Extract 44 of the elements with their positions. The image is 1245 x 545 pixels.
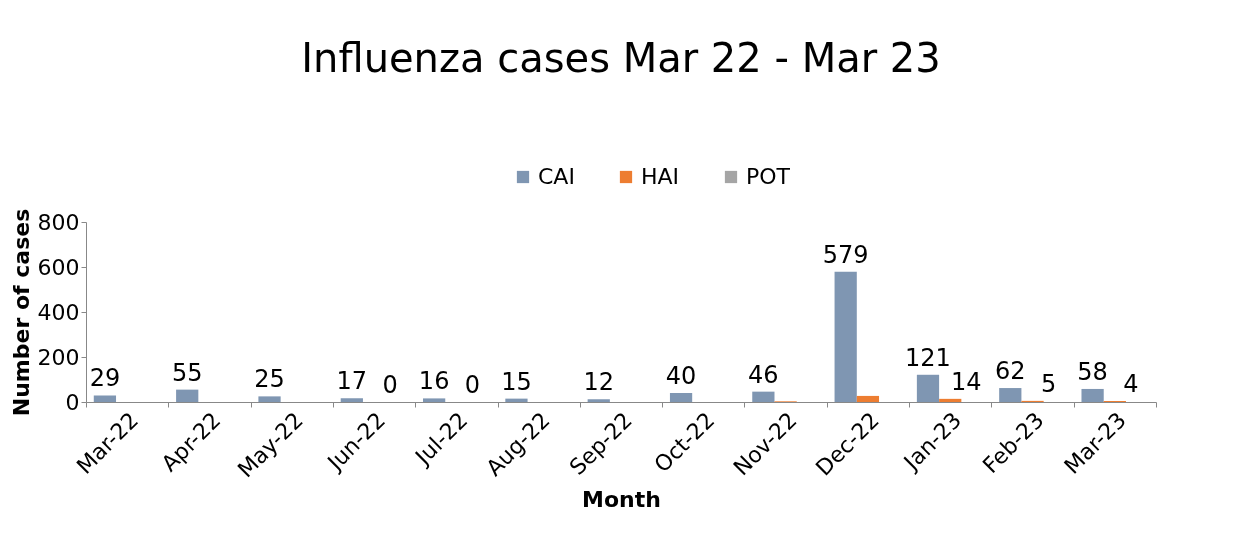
bar (834, 271, 857, 402)
data-label: 16 (418, 367, 450, 396)
data-label: 579 (822, 240, 869, 269)
bar (258, 396, 281, 402)
bar (669, 393, 693, 402)
data-label: 0 (464, 371, 481, 399)
data-label: 29 (89, 364, 121, 393)
data-label: 12 (583, 368, 615, 397)
legend-label: POT (746, 164, 791, 189)
bar (176, 389, 199, 402)
data-label: 121 (905, 343, 951, 372)
legend-label: CAI (538, 164, 575, 189)
data-label: 15 (501, 367, 532, 396)
bar (999, 388, 1022, 402)
legend-label: HAI (641, 164, 680, 189)
bar (505, 398, 528, 402)
data-label: 40 (665, 362, 697, 390)
data-label: 14 (950, 367, 982, 396)
bar (939, 398, 962, 402)
bar (340, 398, 363, 402)
y-tick-label: 400 (37, 299, 80, 325)
bar (93, 395, 117, 402)
bar (587, 399, 610, 402)
bar (423, 398, 446, 402)
data-label: 46 (748, 360, 779, 389)
data-label: 17 (336, 367, 368, 396)
bar (856, 395, 880, 402)
data-label: 58 (1077, 357, 1108, 386)
data-label: 55 (171, 358, 203, 387)
data-label: 25 (254, 365, 285, 394)
y-tick-label: 800 (37, 209, 80, 235)
chart-title: Influenza cases Mar 22 - Mar 23 (301, 35, 941, 81)
y-tick-label: 200 (37, 344, 80, 370)
y-axis-title: Number of cases (8, 208, 34, 417)
data-label: 4 (1123, 370, 1139, 399)
data-label: 62 (995, 357, 1026, 386)
data-label: 5 (1040, 369, 1057, 398)
y-tick-label: 0 (65, 389, 80, 415)
bar (1081, 388, 1104, 402)
x-axis-title: Month (582, 486, 661, 512)
bar (752, 391, 775, 402)
y-tick-label: 600 (37, 254, 80, 280)
bar (916, 374, 940, 402)
data-label: 0 (382, 371, 398, 399)
